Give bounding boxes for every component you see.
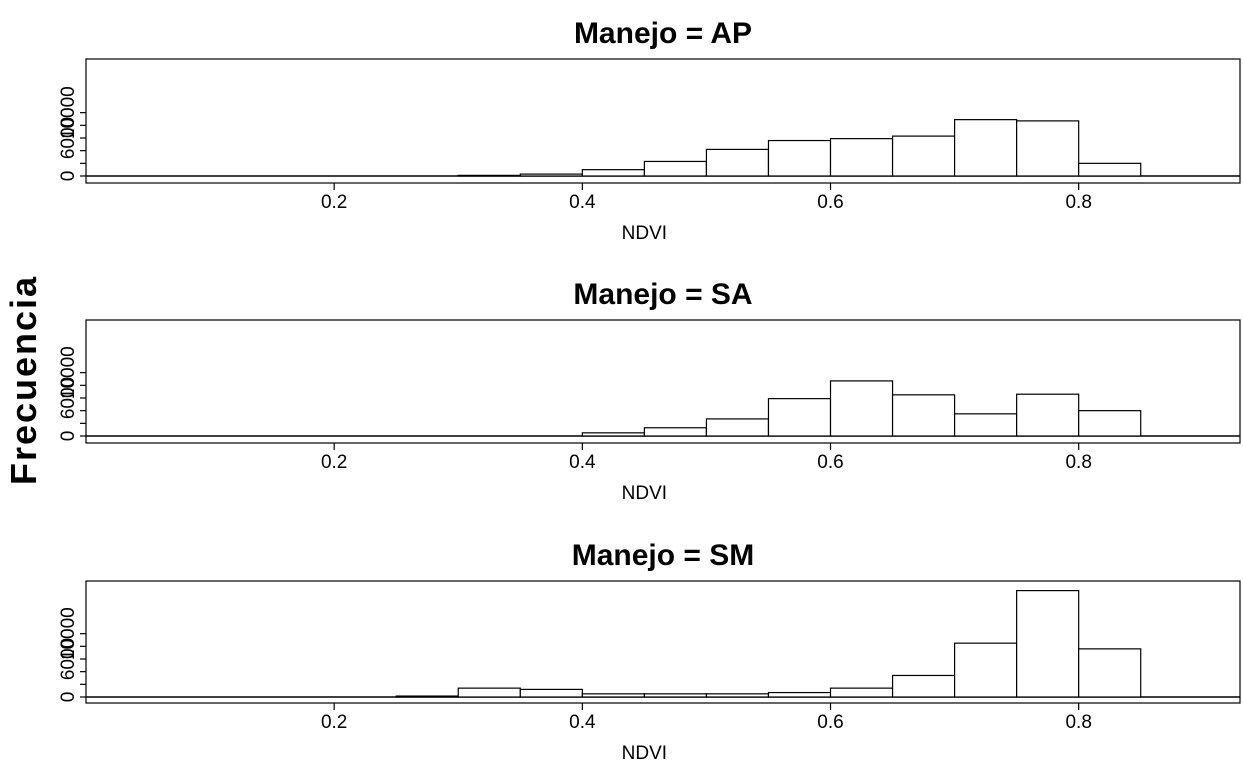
x-axis-label: NDVI — [622, 743, 667, 763]
histogram-bar — [767, 691, 832, 698]
histogram-bar — [1016, 120, 1080, 177]
histogram-bar — [891, 674, 956, 698]
histogram-bar — [519, 688, 583, 698]
x-axis-label: NDVI — [622, 223, 667, 244]
y-tick-label: 10000 — [58, 607, 79, 660]
histogram-bar — [643, 160, 708, 177]
plot-frame — [85, 319, 1241, 444]
histogram-bar — [1078, 648, 1142, 698]
x-tick-label: 0.8 — [1065, 452, 1091, 473]
histogram-bar — [457, 174, 521, 177]
x-tick-label: 0.6 — [817, 452, 843, 473]
histogram-bar — [891, 394, 956, 437]
x-tick-label: 0.2 — [321, 452, 347, 473]
x-tick-label: 0.4 — [569, 452, 596, 473]
histogram-bar — [829, 138, 894, 177]
panel-title: Manejo = AP — [574, 17, 752, 50]
x-axis-label: NDVI — [622, 483, 667, 504]
histogram-bar — [643, 427, 708, 437]
histogram-bar — [954, 119, 1018, 177]
histogram-bar — [395, 695, 459, 698]
histogram-bar — [1078, 162, 1142, 177]
panel-title: Manejo = SA — [573, 278, 752, 311]
histogram-bar — [829, 380, 894, 437]
histogram-bar — [767, 398, 832, 437]
histogram-bar — [954, 413, 1018, 437]
plot-frame — [85, 58, 1241, 184]
y-tick-label: 0 — [58, 692, 79, 703]
x-tick-label: 0.4 — [569, 192, 596, 213]
y-tick-label: 0 — [58, 171, 79, 182]
y-tick-label: 6000 — [58, 377, 79, 419]
y-tick-label: 10000 — [58, 86, 79, 139]
histogram-bar — [1016, 589, 1080, 698]
plot-frame — [85, 580, 1241, 704]
histogram-bar — [705, 693, 770, 698]
panel-title: Manejo = SM — [572, 539, 755, 572]
histogram-bar — [705, 418, 770, 437]
y-tick-label: 10000 — [58, 346, 79, 399]
y-tick-label: 6000 — [58, 638, 79, 680]
histogram-bar — [643, 693, 708, 698]
histogram-bar — [891, 135, 956, 177]
x-tick-label: 0.6 — [817, 192, 843, 213]
x-tick-label: 0.8 — [1065, 192, 1091, 213]
histogram-bar — [581, 432, 645, 437]
x-tick-label: 0.6 — [817, 712, 843, 733]
histogram-bar — [519, 173, 583, 177]
histogram-bar — [581, 169, 645, 177]
histogram-bar — [705, 148, 770, 177]
histogram-bar — [1016, 393, 1080, 437]
y-axis-label: Frecuencia — [3, 275, 44, 485]
y-tick-label: 6000 — [58, 117, 79, 159]
histogram-bar — [954, 642, 1018, 698]
histogram-bar — [829, 687, 894, 698]
histogram-bar — [457, 687, 521, 698]
histogram-bar — [581, 693, 645, 698]
x-tick-label: 0.2 — [321, 712, 347, 733]
x-tick-label: 0.2 — [321, 192, 347, 213]
histogram-bar — [767, 139, 832, 177]
y-tick-label: 0 — [58, 431, 79, 442]
histogram-bar — [1078, 410, 1142, 437]
x-tick-label: 0.4 — [569, 712, 596, 733]
x-tick-label: 0.8 — [1065, 712, 1091, 733]
